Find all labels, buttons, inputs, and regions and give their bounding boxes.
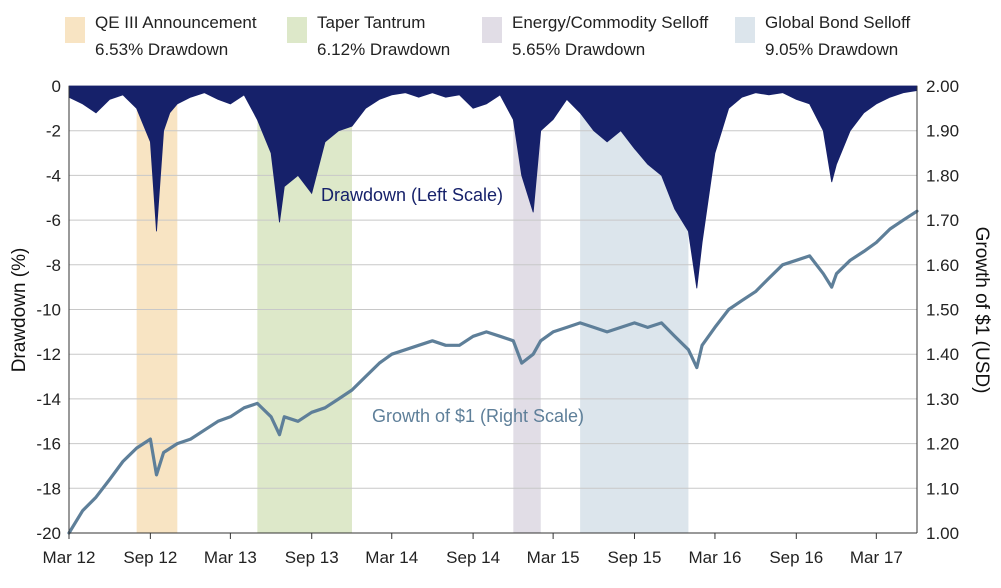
legend-swatch-0	[65, 17, 85, 43]
legend-label-1: Taper Tantrum	[317, 13, 425, 32]
left-tick-label-1: -2	[46, 122, 61, 141]
drawdown-annotation: Drawdown (Left Scale)	[321, 185, 503, 205]
right-tick-label-10: 1.00	[926, 524, 959, 543]
drawdown-area-group	[68, 85, 918, 289]
x-tick-label-1: Sep 12	[123, 548, 177, 567]
legend-label-2: Energy/Commodity Selloff	[512, 13, 708, 32]
left-tick-label-7: -14	[36, 390, 61, 409]
left-tick-label-2: -4	[46, 166, 61, 185]
right-tick-label-7: 1.30	[926, 390, 959, 409]
left-tick-label-10: -20	[36, 524, 61, 543]
legend-swatch-3	[735, 17, 755, 43]
right-tick-label-0: 2.00	[926, 77, 959, 96]
legend-swatch-1	[287, 17, 307, 43]
x-tick-label-10: Mar 17	[850, 548, 903, 567]
right-tick-label-6: 1.40	[926, 345, 959, 364]
right-tick-label-1: 1.90	[926, 122, 959, 141]
axes: 0 -2 -4 -6 -8 -10 -12 -14 -16 -18 -20 2.00 1.90 1.80 1…	[9, 77, 992, 567]
gridlines	[69, 85, 917, 534]
growth-annotation: Growth of $1 (Right Scale)	[372, 406, 584, 426]
x-tick-label-5: Sep 14	[446, 548, 500, 567]
right-tick-label-5: 1.50	[926, 301, 959, 320]
legend-subtitle-2: 5.65% Drawdown	[512, 40, 645, 59]
x-tick-label-9: Sep 16	[769, 548, 823, 567]
right-tick-label-4: 1.60	[926, 256, 959, 275]
legend-swatch-2	[482, 17, 502, 43]
growth-line	[67, 209, 919, 535]
left-tick-label-9: -18	[36, 479, 61, 498]
right-tick-label-2: 1.80	[926, 166, 959, 185]
legend-label-3: Global Bond Selloff	[765, 13, 911, 32]
x-tick-label-8: Mar 16	[688, 548, 741, 567]
left-tick-label-6: -12	[36, 345, 61, 364]
x-tick-label-0: Mar 12	[43, 548, 96, 567]
right-axis-title: Growth of $1 (USD)	[971, 227, 992, 394]
right-tick-label-9: 1.10	[926, 479, 959, 498]
x-tick-label-4: Mar 14	[365, 548, 418, 567]
legend-subtitle-3: 9.05% Drawdown	[765, 40, 898, 59]
legend-subtitle-1: 6.12% Drawdown	[317, 40, 450, 59]
left-axis-title: Drawdown (%)	[9, 248, 30, 373]
legend: QE III Announcement 6.53% Drawdown Taper T…	[65, 13, 911, 59]
left-tick-label-4: -8	[46, 256, 61, 275]
right-tick-label-8: 1.20	[926, 435, 959, 454]
left-tick-label-3: -6	[46, 211, 61, 230]
x-tick-label-2: Mar 13	[204, 548, 257, 567]
growth-line-group	[67, 209, 919, 535]
x-tick-label-7: Sep 15	[608, 548, 662, 567]
drawdown-area	[68, 85, 918, 289]
left-tick-label-5: -10	[36, 301, 61, 320]
annotations: Drawdown (Left Scale) Growth of $1 (Right…	[321, 185, 584, 426]
left-tick-label-0: 0	[52, 77, 61, 96]
legend-label-0: QE III Announcement	[95, 13, 257, 32]
right-tick-label-3: 1.70	[926, 211, 959, 230]
x-tick-label-3: Sep 13	[285, 548, 339, 567]
legend-subtitle-0: 6.53% Drawdown	[95, 40, 228, 59]
left-tick-label-8: -16	[36, 435, 61, 454]
x-tick-label-6: Mar 15	[527, 548, 580, 567]
